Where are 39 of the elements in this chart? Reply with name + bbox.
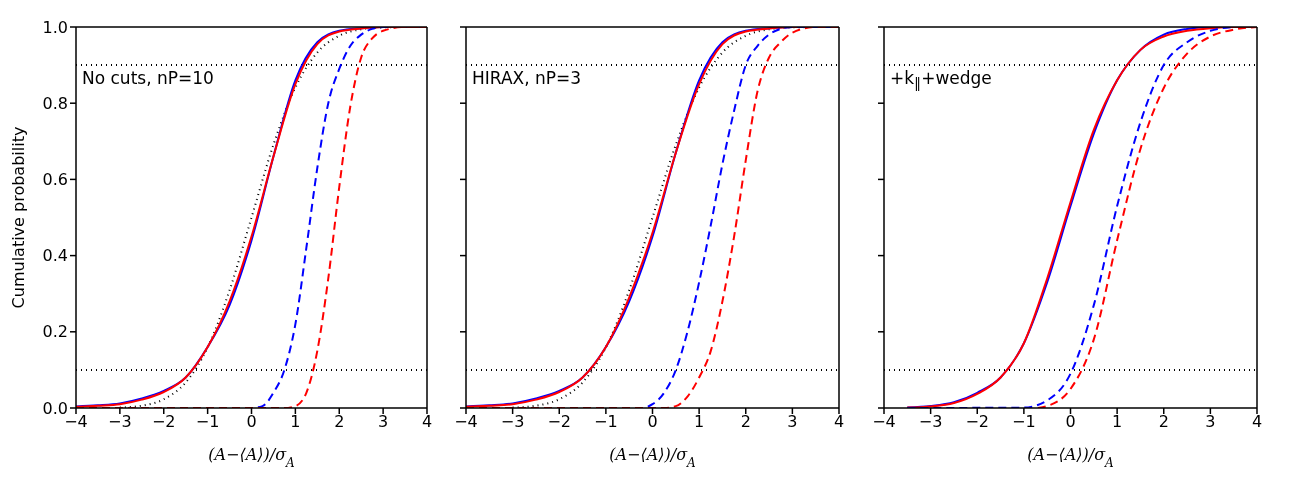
x-axis-title: (A−⟨A⟩)/σ$_{A}$ [1027,445,1115,470]
x-tick-label: 2 [740,412,751,432]
y-tick-label: 0.4 [42,246,68,266]
x-tick-label: −1 [195,412,220,432]
x-tick-label: 2 [1158,412,1169,432]
x-tick-label: 2 [334,412,345,432]
x-tick-label: −4 [872,412,896,432]
y-tick-label: 0.0 [42,398,68,418]
x-tick-label: 4 [421,412,433,432]
y-tick-label: 0.2 [42,322,68,342]
x-tick-label: 1 [694,412,705,432]
y-axis-title: Cumulative probability [9,126,28,309]
x-tick-label: −2 [151,412,176,432]
y-tick-label: 1.0 [42,17,68,37]
x-tick-label: −2 [547,412,572,432]
annotation: HIRAX, nP=3 [472,68,582,88]
y-tick-label: 0.6 [42,170,68,190]
x-tick-label: −1 [1012,412,1036,432]
x-tick-label: 4 [833,412,845,432]
x-tick-label: 3 [378,412,389,432]
x-axis-title: (A−⟨A⟩)/σ$_{A}$ [208,445,296,470]
x-tick-label: 0 [1065,412,1076,432]
annotation: +k$_{∥}$+wedge [890,68,992,92]
x-axis-title: (A−⟨A⟩)/σ$_{A}$ [609,445,697,470]
x-tick-label: −3 [108,412,132,432]
x-tick-label: 1 [1112,412,1123,432]
x-tick-label: −3 [500,412,525,432]
x-tick-label: 4 [1251,412,1263,432]
x-tick-label: 3 [1205,412,1216,432]
x-tick-label: 3 [787,412,798,432]
x-tick-label: −2 [965,412,990,432]
x-tick-label: −4 [454,412,478,432]
y-tick-label: 0.8 [42,93,68,113]
x-tick-label: 0 [246,412,257,432]
x-tick-label: 1 [290,412,301,432]
x-tick-label: 0 [647,412,658,432]
annotation: No cuts, nP=10 [82,68,214,88]
x-tick-label: −1 [594,412,618,432]
x-tick-label: −3 [918,412,943,432]
